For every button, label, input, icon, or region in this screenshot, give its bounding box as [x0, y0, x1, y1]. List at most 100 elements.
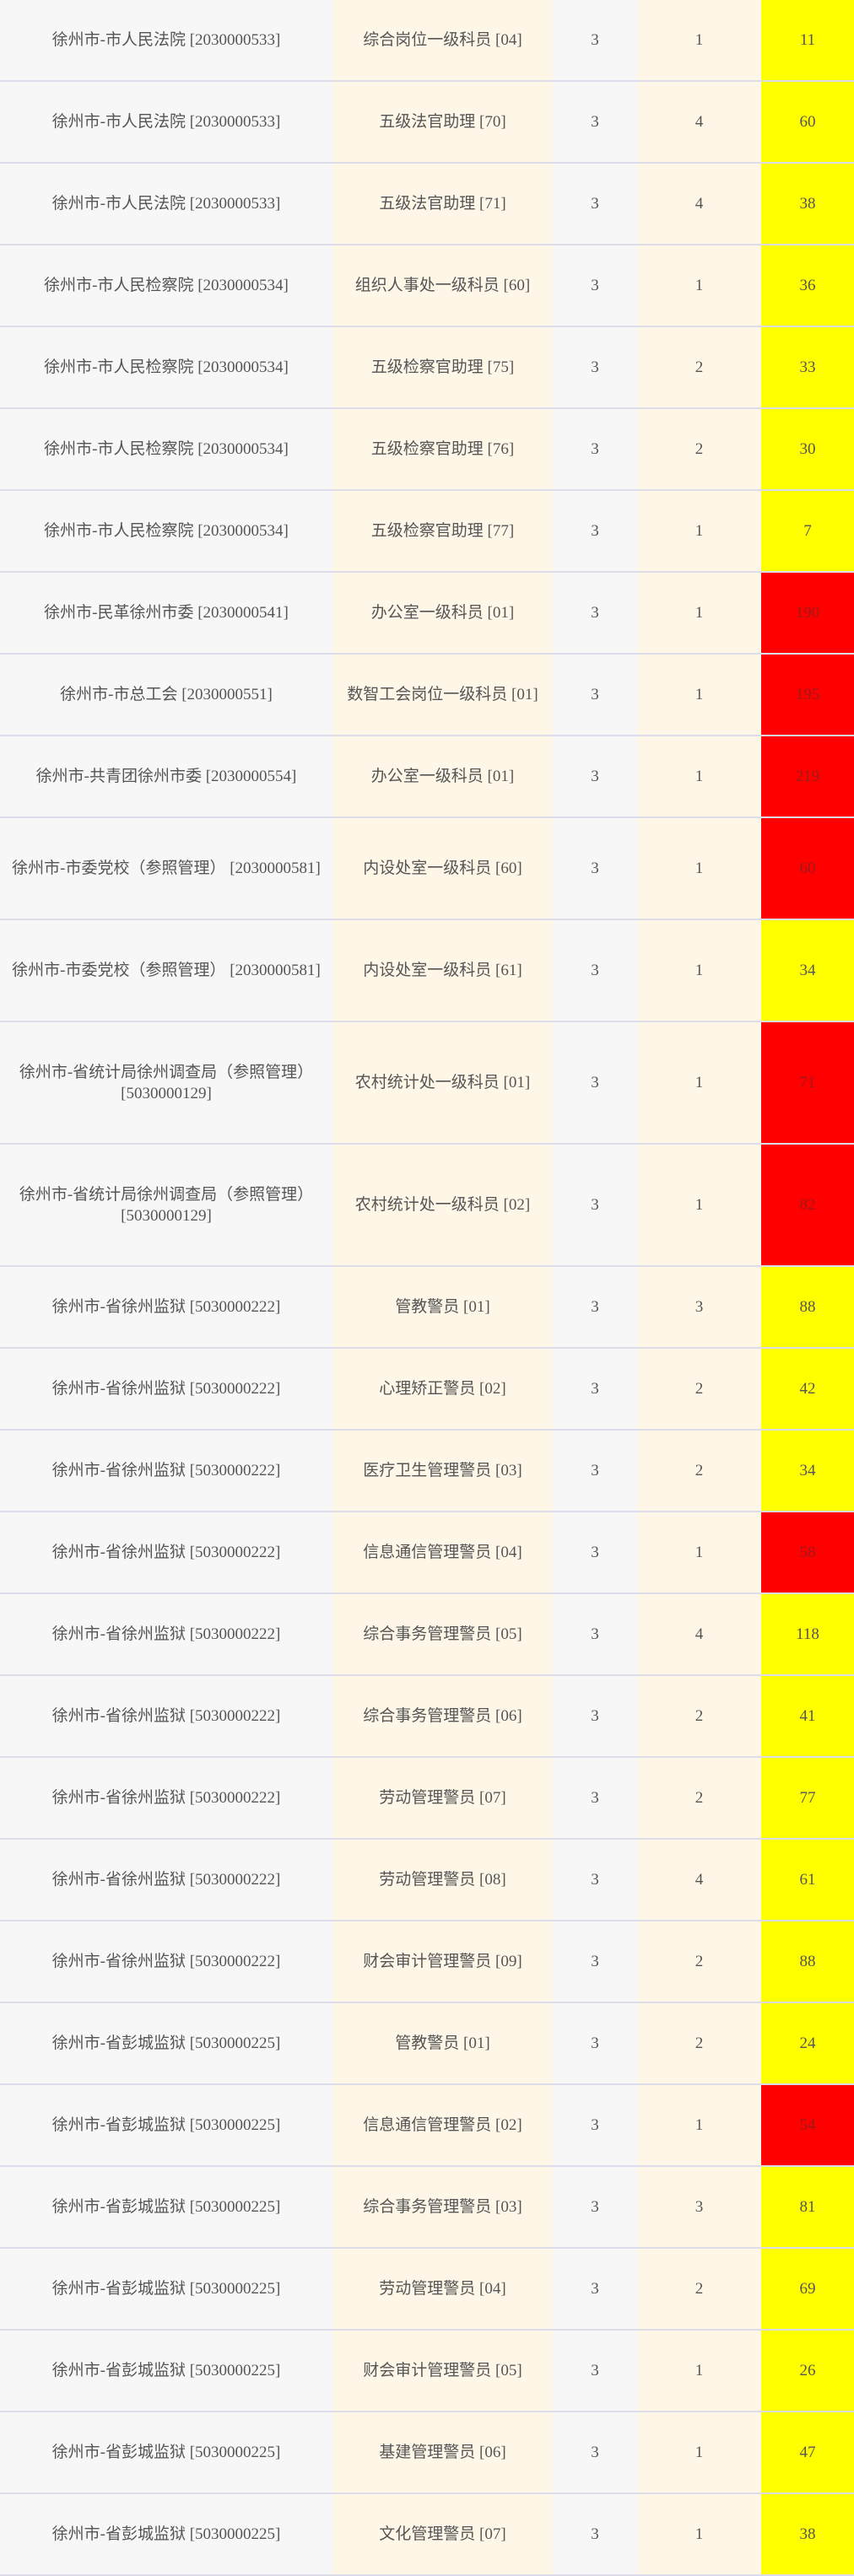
position-cell: 农村统计处一级科员 [02]: [332, 1144, 553, 1267]
hires-cell: 1: [637, 490, 761, 573]
applicants-cell: 82: [761, 1144, 854, 1267]
hires-cell: 1: [637, 572, 761, 655]
position-cell: 心理矫正警员 [02]: [332, 1348, 553, 1431]
hires-cell: 4: [637, 163, 761, 245]
position-cell: 财会审计管理警员 [05]: [332, 2330, 553, 2412]
ratio-cell: 3: [553, 2412, 637, 2494]
position-cell: 医疗卫生管理警员 [03]: [332, 1430, 553, 1512]
applicants-cell: 77: [761, 1757, 854, 1840]
hires-cell: 1: [637, 2493, 761, 2576]
unit-cell: 徐州市-省彭城监狱 [5030000225]: [0, 2412, 332, 2494]
table-row: 徐州市-市人民检察院 [2030000534] 五级检察官助理 [76] 3 2 30: [0, 408, 854, 491]
applicants-cell: 24: [761, 2002, 854, 2085]
hires-cell: 1: [637, 1144, 761, 1267]
hires-cell: 2: [637, 408, 761, 491]
hires-cell: 3: [637, 2166, 761, 2249]
table-row: 徐州市-省彭城监狱 [5030000225] 信息通信管理警员 [02] 3 1 54: [0, 2084, 854, 2167]
table-row: 徐州市-省彭城监狱 [5030000225] 劳动管理警员 [04] 3 2 69: [0, 2248, 854, 2331]
unit-cell: 徐州市-省徐州监狱 [5030000222]: [0, 1512, 332, 1594]
hires-cell: 2: [637, 1675, 761, 1758]
ratio-cell: 3: [553, 1839, 637, 1921]
position-cell: 五级法官助理 [70]: [332, 81, 553, 164]
applicants-cell: 190: [761, 572, 854, 655]
ratio-cell: 3: [553, 1021, 637, 1145]
ratio-cell: 3: [553, 572, 637, 655]
unit-cell: 徐州市-省徐州监狱 [5030000222]: [0, 1348, 332, 1431]
table-row: 徐州市-省徐州监狱 [5030000222] 综合事务管理警员 [06] 3 2 41: [0, 1675, 854, 1758]
unit-cell: 徐州市-共青团徐州市委 [2030000554]: [0, 736, 332, 818]
position-cell: 劳动管理警员 [07]: [332, 1757, 553, 1840]
position-cell: 劳动管理警员 [08]: [332, 1839, 553, 1921]
table-row: 徐州市-省徐州监狱 [5030000222] 劳动管理警员 [07] 3 2 77: [0, 1757, 854, 1840]
unit-cell: 徐州市-省彭城监狱 [5030000225]: [0, 2166, 332, 2249]
table-row: 徐州市-省彭城监狱 [5030000225] 基建管理警员 [06] 3 1 47: [0, 2412, 854, 2494]
applicants-cell: 60: [761, 817, 854, 920]
hires-cell: 1: [637, 1512, 761, 1594]
position-cell: 基建管理警员 [06]: [332, 2412, 553, 2494]
unit-cell: 徐州市-省彭城监狱 [5030000225]: [0, 2002, 332, 2085]
position-cell: 五级检察官助理 [77]: [332, 490, 553, 573]
hires-cell: 1: [637, 654, 761, 736]
applicants-cell: 26: [761, 2330, 854, 2412]
unit-cell: 徐州市-市总工会 [2030000551]: [0, 654, 332, 736]
table-row: 徐州市-省彭城监狱 [5030000225] 综合事务管理警员 [03] 3 3 81: [0, 2166, 854, 2249]
ratio-cell: 3: [553, 1512, 637, 1594]
table-row: 徐州市-省徐州监狱 [5030000222] 管教警员 [01] 3 3 88: [0, 1266, 854, 1349]
position-cell: 数智工会岗位一级科员 [01]: [332, 654, 553, 736]
hires-cell: 1: [637, 245, 761, 327]
unit-cell: 徐州市-省彭城监狱 [5030000225]: [0, 2330, 332, 2412]
ratio-cell: 3: [553, 736, 637, 818]
hires-cell: 2: [637, 2248, 761, 2331]
table-row: 徐州市-市人民法院 [2030000533] 五级法官助理 [70] 3 4 60: [0, 81, 854, 164]
table-row: 徐州市-市人民检察院 [2030000534] 五级检察官助理 [75] 3 2 33: [0, 326, 854, 409]
ratio-cell: 3: [553, 2084, 637, 2167]
unit-cell: 徐州市-市委党校（参照管理） [2030000581]: [0, 919, 332, 1022]
ratio-cell: 3: [553, 81, 637, 164]
unit-cell: 徐州市-省徐州监狱 [5030000222]: [0, 1593, 332, 1676]
position-cell: 农村统计处一级科员 [01]: [332, 1021, 553, 1145]
unit-cell: 徐州市-省徐州监狱 [5030000222]: [0, 1757, 332, 1840]
ratio-cell: 3: [553, 1921, 637, 2003]
unit-cell: 徐州市-市人民检察院 [2030000534]: [0, 245, 332, 327]
table-row: 徐州市-省彭城监狱 [5030000225] 文化管理警员 [07] 3 1 38: [0, 2493, 854, 2576]
applicants-cell: 61: [761, 1839, 854, 1921]
ratio-cell: 3: [553, 2330, 637, 2412]
table-row: 徐州市-省徐州监狱 [5030000222] 医疗卫生管理警员 [03] 3 2 34: [0, 1430, 854, 1512]
table-row: 徐州市-市人民检察院 [2030000534] 组织人事处一级科员 [60] 3 1 3…: [0, 245, 854, 327]
position-cell: 综合事务管理警员 [03]: [332, 2166, 553, 2249]
hires-cell: 1: [637, 1021, 761, 1145]
unit-cell: 徐州市-市人民检察院 [2030000534]: [0, 490, 332, 573]
unit-cell: 徐州市-民革徐州市委 [2030000541]: [0, 572, 332, 655]
table-row: 徐州市-省统计局徐州调查局（参照管理） [5030000129] 农村统计处一级科…: [0, 1021, 854, 1145]
ratio-cell: 3: [553, 408, 637, 491]
applicants-cell: 58: [761, 1512, 854, 1594]
ratio-cell: 3: [553, 1348, 637, 1431]
position-cell: 管教警员 [01]: [332, 2002, 553, 2085]
hires-cell: 1: [637, 2084, 761, 2167]
table-row: 徐州市-省彭城监狱 [5030000225] 管教警员 [01] 3 2 24: [0, 2002, 854, 2085]
applicants-cell: 81: [761, 2166, 854, 2249]
hires-cell: 1: [637, 0, 761, 82]
applicants-cell: 42: [761, 1348, 854, 1431]
hires-cell: 2: [637, 326, 761, 409]
applicants-cell: 88: [761, 1921, 854, 2003]
table-row: 徐州市-省统计局徐州调查局（参照管理） [5030000129] 农村统计处一级科…: [0, 1144, 854, 1267]
position-cell: 信息通信管理警员 [04]: [332, 1512, 553, 1594]
applicants-cell: 38: [761, 163, 854, 245]
position-cell: 财会审计管理警员 [09]: [332, 1921, 553, 2003]
ratio-cell: 3: [553, 2493, 637, 2576]
hires-cell: 2: [637, 1757, 761, 1840]
hires-cell: 4: [637, 1593, 761, 1676]
position-cell: 信息通信管理警员 [02]: [332, 2084, 553, 2167]
table-row: 徐州市-省徐州监狱 [5030000222] 综合事务管理警员 [05] 3 4 118: [0, 1593, 854, 1676]
ratio-cell: 3: [553, 1675, 637, 1758]
position-cell: 劳动管理警员 [04]: [332, 2248, 553, 2331]
applicants-cell: 30: [761, 408, 854, 491]
table-row: 徐州市-市总工会 [2030000551] 数智工会岗位一级科员 [01] 3 1 19…: [0, 654, 854, 736]
unit-cell: 徐州市-市人民法院 [2030000533]: [0, 81, 332, 164]
table-row: 徐州市-省徐州监狱 [5030000222] 财会审计管理警员 [09] 3 2 88: [0, 1921, 854, 2003]
unit-cell: 徐州市-市人民法院 [2030000533]: [0, 163, 332, 245]
hires-cell: 1: [637, 817, 761, 920]
ratio-cell: 3: [553, 919, 637, 1022]
